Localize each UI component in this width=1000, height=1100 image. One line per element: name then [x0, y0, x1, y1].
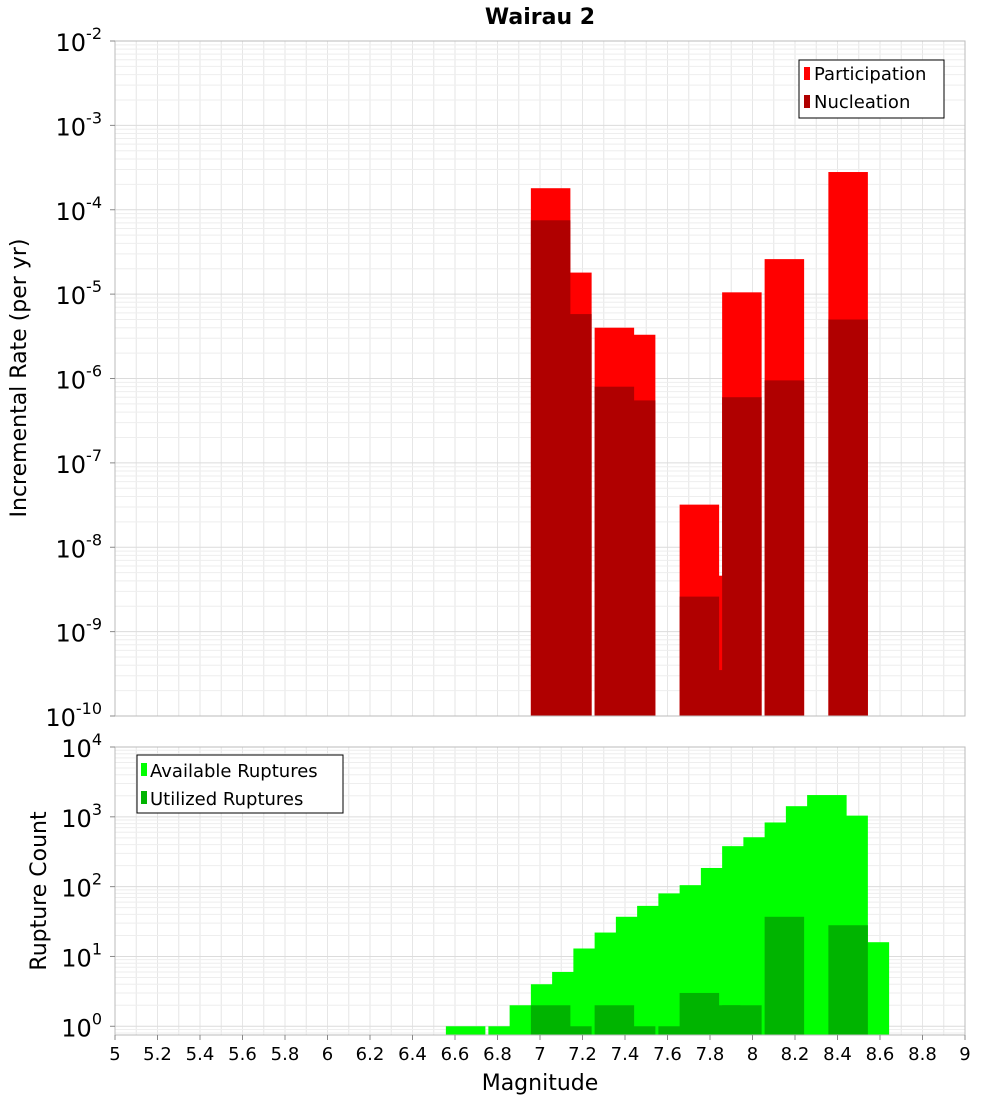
y-tick-label: 100	[61, 1009, 102, 1042]
y-tick-label: 10-3	[56, 108, 103, 141]
y-tick-label: 102	[61, 870, 102, 903]
x-tick-label: 5.4	[186, 1044, 215, 1065]
utilized-ruptures-bar	[615, 1026, 656, 1035]
x-tick-label: 6.2	[356, 1044, 385, 1065]
rate-legend-box	[798, 59, 945, 119]
x-tick-label: 9	[959, 1044, 970, 1065]
legend-swatch-available	[141, 763, 147, 776]
y-tick-label: 103	[61, 800, 102, 833]
nucleation-bar	[828, 319, 868, 716]
y-tick-label: 10-10	[45, 699, 102, 732]
rate-y-axis-label: Incremental Rate (per yr)	[7, 239, 32, 518]
legend-swatch-nucleation	[804, 95, 810, 108]
x-tick-label: 7.8	[696, 1044, 725, 1065]
x-tick-label: 7.4	[611, 1044, 640, 1065]
utilized-ruptures-bar	[828, 925, 868, 1035]
chart-title: Wairau 2	[485, 5, 595, 30]
x-axis-label: Magnitude	[482, 1071, 599, 1096]
nucleation-bar	[722, 397, 762, 716]
y-tick-label: 10-8	[56, 530, 103, 563]
x-tick-label: 8.8	[908, 1044, 937, 1065]
x-tick-label: 7	[534, 1044, 545, 1065]
x-tick-label: 5.6	[228, 1044, 257, 1065]
count-bars	[445, 795, 890, 1035]
y-tick-label: 10-6	[56, 362, 103, 395]
x-tick-label: 5.2	[143, 1044, 172, 1065]
nucleation-bar	[764, 380, 805, 716]
utilized-ruptures-bar	[764, 916, 805, 1035]
y-tick-label: 104	[61, 730, 102, 763]
rate-bars	[530, 172, 868, 717]
y-tick-label: 10-7	[56, 446, 103, 479]
count-y-axis-label: Rupture Count	[27, 811, 52, 971]
x-tick-label: 6.4	[398, 1044, 427, 1065]
available-ruptures-bar	[488, 1026, 528, 1035]
legend-swatch-participation	[804, 67, 810, 80]
x-tick-label: 8.2	[781, 1044, 810, 1065]
x-tick-label: 6.6	[441, 1044, 470, 1065]
legend-swatch-utilized	[141, 791, 147, 804]
count-legend-box	[136, 754, 344, 814]
available-ruptures-bar	[445, 1026, 486, 1035]
nucleation-bar	[615, 400, 656, 716]
rate-panel: 10-10 10-9 10-8 10-7 10-6 10-5 10-4 10-3 10-2 In…	[7, 24, 966, 732]
y-tick-label: 10-4	[56, 193, 103, 226]
legend-label-participation: Participation	[814, 64, 926, 85]
x-tick-label: 8.4	[823, 1044, 852, 1065]
x-tick-label: 8.6	[866, 1044, 895, 1065]
count-panel: 100 101 102 103 104 5 5.2 5.4 5.6 5.8 6 6.2 6.4 6.6 6…	[27, 730, 971, 1096]
x-tick-label: 6.8	[483, 1044, 512, 1065]
y-tick-label: 10-2	[56, 24, 103, 57]
legend-label-nucleation: Nucleation	[814, 92, 910, 113]
utilized-ruptures-bar	[722, 1005, 762, 1035]
x-tick-label: 8	[747, 1044, 758, 1065]
x-tick-label: 6	[322, 1044, 333, 1065]
utilized-ruptures-bar	[658, 1026, 698, 1035]
count-x-ticks: 5 5.2 5.4 5.6 5.8 6 6.2 6.4 6.6 6.8 7 7.2 7.4 7.6 7.8 8…	[109, 1035, 971, 1065]
x-tick-label: 5.8	[271, 1044, 300, 1065]
y-tick-label: 101	[61, 939, 102, 972]
legend-label-utilized: Utilized Ruptures	[150, 789, 303, 810]
y-tick-label: 10-9	[56, 615, 103, 648]
count-legend: Available Ruptures Utilized Ruptures	[136, 754, 344, 814]
nucleation-bar	[552, 314, 592, 716]
legend-label-available: Available Ruptures	[150, 761, 318, 782]
x-tick-label: 7.2	[568, 1044, 597, 1065]
utilized-ruptures-bar	[552, 1026, 592, 1035]
y-tick-label: 10-5	[56, 277, 103, 310]
rate-legend: Participation Nucleation	[798, 59, 945, 119]
x-tick-label: 5	[109, 1044, 120, 1065]
count-y-ticks: 100 101 102 103 104	[61, 730, 115, 1042]
x-tick-label: 7.6	[653, 1044, 682, 1065]
rate-y-ticks: 10-10 10-9 10-8 10-7 10-6 10-5 10-4 10-3 10-2	[45, 24, 115, 732]
